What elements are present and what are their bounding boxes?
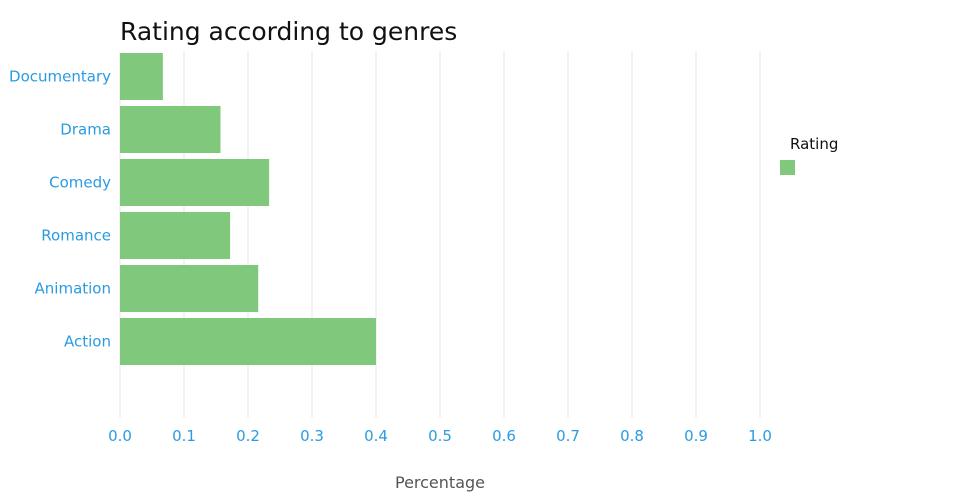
x-tick-label: 0.8 — [620, 427, 644, 445]
bar-action — [120, 318, 376, 365]
category-label: Animation — [35, 280, 111, 298]
category-label: Documentary — [9, 68, 111, 86]
category-label: Action — [64, 333, 111, 351]
bar-animation — [120, 265, 259, 312]
x-tick-label: 0.2 — [236, 427, 260, 445]
x-axis-label: Percentage — [395, 473, 485, 492]
x-tick-label: 0.9 — [684, 427, 708, 445]
category-label: Comedy — [49, 174, 111, 192]
x-tick-label: 0.6 — [492, 427, 516, 445]
category-label: Drama — [60, 121, 111, 139]
x-tick-label: 0.3 — [300, 427, 324, 445]
x-tick-label: 0.7 — [556, 427, 580, 445]
x-tick-label: 0.5 — [428, 427, 452, 445]
category-label: Romance — [41, 227, 111, 245]
bar-romance — [120, 212, 231, 259]
legend-swatch — [780, 160, 795, 175]
bar-comedy — [120, 159, 270, 206]
x-tick-label: 0.0 — [108, 427, 132, 445]
chart-title: Rating according to genres — [120, 17, 457, 46]
x-tick-label: 0.4 — [364, 427, 388, 445]
bar-documentary — [120, 53, 163, 100]
x-tick-label: 0.1 — [172, 427, 196, 445]
category-labels: Documentary Drama Comedy Romance Animation Ac… — [9, 68, 111, 351]
legend: Rating — [780, 135, 838, 175]
x-tick-label: 1.0 — [748, 427, 772, 445]
x-tick-labels: 0.0 0.1 0.2 0.3 0.4 0.5 0.6 0.7 0.8 0.9 1.0 — [108, 427, 772, 445]
bar-drama — [120, 106, 221, 153]
legend-label: Rating — [790, 135, 838, 153]
bars — [120, 53, 376, 365]
